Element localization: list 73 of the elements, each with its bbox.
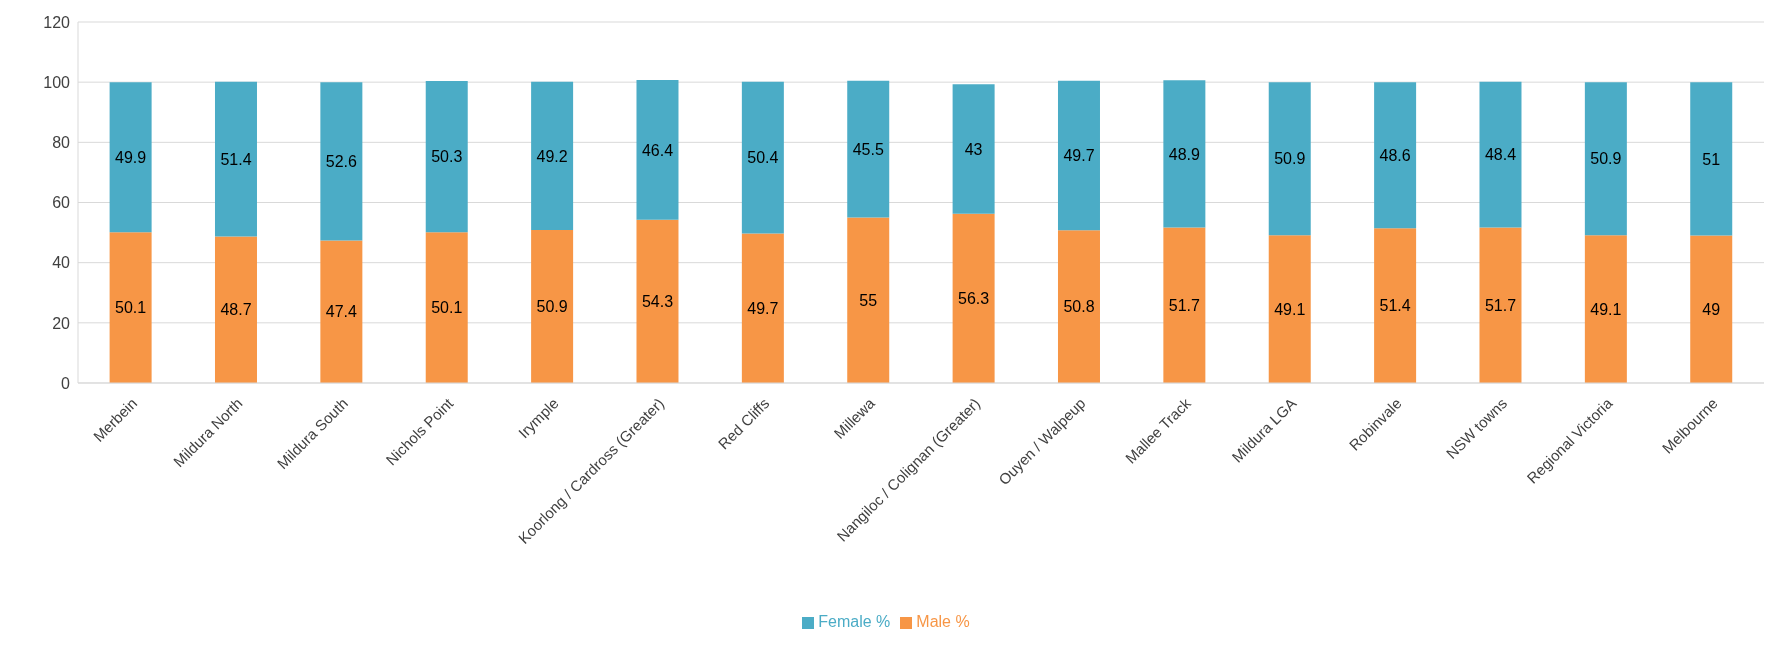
data-label: 48.7	[220, 301, 252, 319]
data-label: 46.4	[641, 141, 674, 159]
data-label: 50.4	[747, 149, 779, 167]
data-label: 51.7	[1484, 296, 1517, 314]
bar	[425, 232, 468, 383]
legend-label: Male %	[916, 613, 970, 630]
bar	[1163, 80, 1206, 228]
bar	[952, 213, 995, 383]
bar	[1268, 235, 1311, 383]
bar	[1374, 82, 1417, 229]
bar	[847, 80, 890, 218]
bar	[425, 80, 468, 233]
data-label: 49	[1702, 300, 1721, 318]
y-tick-label: 40	[52, 254, 71, 272]
bar	[1584, 235, 1627, 383]
bar	[320, 82, 363, 241]
data-label: 51.7	[1168, 296, 1201, 314]
data-label: 45.5	[852, 140, 884, 158]
bar	[1163, 227, 1206, 383]
y-tick-label: 60	[52, 194, 71, 212]
bar	[1057, 230, 1100, 383]
bar	[320, 240, 363, 383]
legend-label: Female %	[818, 613, 891, 630]
bar	[531, 81, 574, 230]
data-label: 50.1	[115, 299, 147, 317]
data-label: 48.9	[1168, 145, 1201, 163]
data-label: 49.9	[115, 148, 147, 166]
data-label: 55	[859, 291, 878, 309]
bar	[109, 232, 152, 383]
bar	[1479, 227, 1522, 383]
data-label: 43	[964, 140, 983, 158]
bar	[214, 236, 257, 383]
data-label: 56.3	[958, 290, 990, 307]
data-label: 49.1	[1590, 300, 1622, 318]
bar	[531, 229, 574, 383]
data-label: 48.4	[1484, 146, 1517, 164]
data-label: 49.1	[1274, 300, 1306, 318]
y-tick-label: 120	[43, 13, 71, 31]
bar	[109, 82, 152, 233]
bar	[1057, 80, 1100, 231]
data-label: 50.1	[431, 299, 463, 317]
bar	[1374, 228, 1417, 383]
data-label: 49.7	[747, 299, 779, 317]
bar	[1690, 82, 1733, 236]
bar	[952, 84, 995, 214]
bar	[1479, 81, 1522, 228]
bar	[636, 219, 679, 383]
data-label: 50.9	[1590, 150, 1622, 168]
data-label: 50.9	[1274, 150, 1306, 168]
data-label: 49.7	[1063, 147, 1095, 165]
bar	[636, 80, 679, 220]
data-label: 48.6	[1379, 146, 1411, 164]
y-tick-label: 20	[52, 314, 71, 332]
y-tick-label: 0	[61, 374, 71, 392]
bar	[1690, 235, 1733, 383]
bar	[1268, 82, 1311, 236]
bar	[847, 217, 890, 383]
y-tick-label: 80	[52, 134, 71, 152]
bar	[741, 233, 784, 383]
bar	[741, 81, 784, 234]
data-label: 50.8	[1063, 298, 1095, 316]
bar	[1584, 82, 1627, 236]
data-label: 52.6	[325, 152, 358, 170]
data-label: 50.3	[431, 148, 463, 166]
data-label: 54.3	[641, 293, 674, 310]
data-label: 47.4	[325, 303, 358, 321]
data-label: 51	[1702, 150, 1721, 168]
data-label: 50.9	[536, 298, 568, 316]
y-tick-label: 100	[43, 73, 71, 91]
data-label: 51.4	[220, 150, 252, 168]
data-label: 49.2	[536, 147, 568, 165]
data-label: 51.4	[1379, 297, 1411, 315]
bar	[214, 81, 257, 237]
